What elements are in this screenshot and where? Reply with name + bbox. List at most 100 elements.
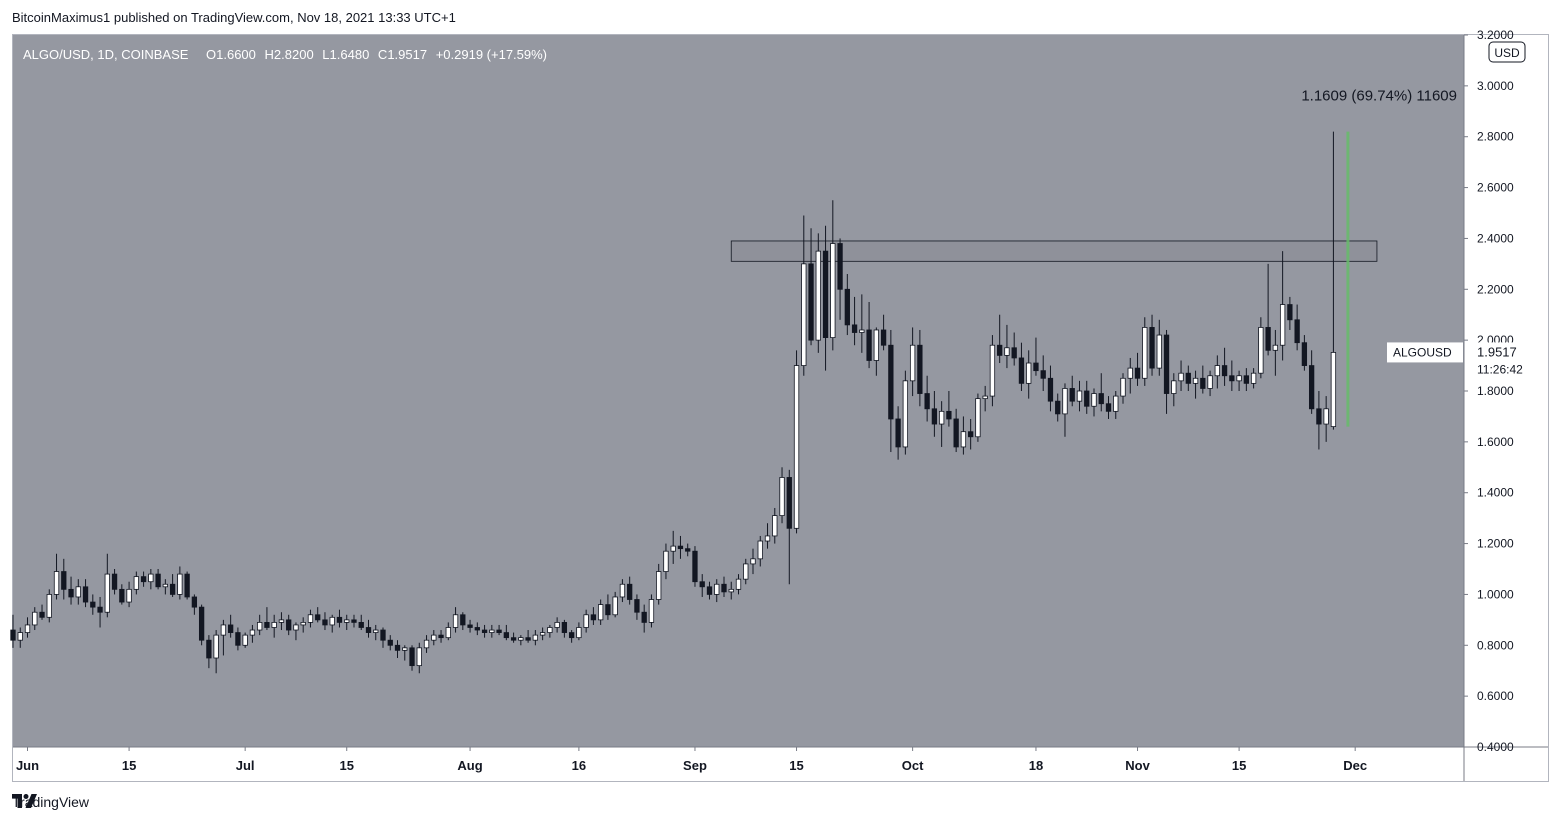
candle[interactable] bbox=[728, 581, 734, 600]
candle[interactable] bbox=[191, 594, 198, 615]
candle[interactable] bbox=[1084, 380, 1090, 414]
candle[interactable] bbox=[1055, 393, 1061, 422]
candle[interactable] bbox=[140, 571, 147, 587]
candle[interactable] bbox=[590, 607, 597, 625]
candle[interactable] bbox=[351, 614, 357, 628]
candle[interactable] bbox=[489, 624, 495, 638]
candle[interactable] bbox=[866, 302, 872, 369]
candle[interactable] bbox=[1026, 350, 1032, 399]
candle[interactable] bbox=[917, 329, 923, 407]
candle[interactable] bbox=[452, 607, 459, 633]
candle[interactable] bbox=[162, 579, 169, 595]
candle[interactable] bbox=[786, 469, 792, 585]
candle[interactable] bbox=[481, 624, 488, 638]
candle[interactable] bbox=[909, 327, 916, 397]
candle[interactable] bbox=[532, 630, 539, 646]
candle[interactable] bbox=[699, 574, 705, 597]
tradingview-footer[interactable]: TradingView bbox=[12, 794, 89, 810]
candle[interactable] bbox=[837, 238, 843, 320]
candle[interactable] bbox=[213, 630, 219, 674]
candle[interactable] bbox=[627, 576, 633, 605]
candle[interactable] bbox=[1265, 263, 1271, 356]
candle[interactable] bbox=[90, 594, 96, 615]
candle[interactable] bbox=[830, 200, 836, 351]
candle[interactable] bbox=[1301, 335, 1308, 371]
candle[interactable] bbox=[656, 563, 662, 605]
candle[interactable] bbox=[365, 619, 372, 638]
candle[interactable] bbox=[859, 294, 865, 353]
candle[interactable] bbox=[975, 393, 981, 442]
candle[interactable] bbox=[75, 579, 81, 605]
candle[interactable] bbox=[17, 627, 23, 648]
candle[interactable] bbox=[1229, 360, 1235, 391]
candle[interactable] bbox=[1330, 131, 1337, 430]
candle[interactable] bbox=[257, 614, 263, 636]
candle[interactable] bbox=[198, 604, 205, 646]
candle[interactable] bbox=[220, 619, 227, 656]
candle[interactable] bbox=[772, 507, 778, 544]
candle[interactable] bbox=[1069, 375, 1075, 407]
candle[interactable] bbox=[1033, 337, 1039, 376]
candle[interactable] bbox=[155, 569, 161, 590]
candle[interactable] bbox=[938, 401, 945, 447]
candle[interactable] bbox=[808, 228, 814, 346]
candle[interactable] bbox=[793, 350, 800, 534]
candle[interactable] bbox=[605, 594, 611, 620]
candle[interactable] bbox=[1149, 314, 1155, 376]
candle[interactable] bbox=[184, 571, 190, 600]
candle[interactable] bbox=[663, 543, 669, 580]
candle[interactable] bbox=[1287, 296, 1293, 330]
candle[interactable] bbox=[844, 274, 850, 336]
candle[interactable] bbox=[315, 607, 321, 623]
candle[interactable] bbox=[815, 233, 821, 353]
candle[interactable] bbox=[169, 574, 176, 597]
candle[interactable] bbox=[322, 612, 328, 631]
candle[interactable] bbox=[946, 391, 952, 427]
candle[interactable] bbox=[576, 622, 582, 641]
currency-badge[interactable]: USD bbox=[1488, 41, 1526, 63]
candle[interactable] bbox=[177, 566, 183, 600]
candle[interactable] bbox=[757, 535, 763, 567]
candle[interactable] bbox=[764, 523, 771, 549]
candle[interactable] bbox=[1178, 360, 1184, 391]
candle[interactable] bbox=[1272, 329, 1279, 376]
candle[interactable] bbox=[997, 314, 1003, 364]
candle[interactable] bbox=[286, 614, 292, 636]
candle[interactable] bbox=[1250, 368, 1257, 389]
candle[interactable] bbox=[1076, 380, 1083, 412]
candle[interactable] bbox=[692, 546, 698, 587]
candle[interactable] bbox=[960, 416, 967, 455]
candle[interactable] bbox=[1011, 332, 1017, 366]
candle[interactable] bbox=[648, 594, 655, 628]
last-price-marker[interactable]: ALGOUSD 1.9517 11:26:42 bbox=[1387, 342, 1541, 379]
candle[interactable] bbox=[235, 627, 241, 651]
candle[interactable] bbox=[1185, 365, 1191, 391]
candle[interactable] bbox=[503, 624, 509, 641]
candle[interactable] bbox=[1004, 324, 1010, 369]
candle[interactable] bbox=[931, 391, 938, 437]
candle[interactable] bbox=[953, 408, 959, 453]
candle[interactable] bbox=[554, 617, 560, 633]
candle[interactable] bbox=[39, 604, 45, 620]
candle[interactable] bbox=[104, 553, 110, 618]
candle[interactable] bbox=[1127, 357, 1133, 394]
candle[interactable] bbox=[358, 614, 364, 631]
candle[interactable] bbox=[1062, 383, 1068, 437]
candle[interactable] bbox=[373, 624, 379, 641]
candle[interactable] bbox=[119, 584, 125, 605]
candle[interactable] bbox=[1308, 350, 1315, 414]
candle[interactable] bbox=[32, 607, 38, 631]
candle[interactable] bbox=[271, 614, 277, 638]
candle[interactable] bbox=[924, 375, 930, 422]
candle[interactable] bbox=[547, 624, 553, 638]
candle[interactable] bbox=[880, 314, 887, 351]
candle[interactable] bbox=[851, 296, 858, 346]
candle[interactable] bbox=[714, 579, 720, 603]
candle[interactable] bbox=[1105, 396, 1112, 419]
candle[interactable] bbox=[1200, 365, 1206, 394]
candle[interactable] bbox=[1258, 317, 1264, 379]
candle[interactable] bbox=[206, 635, 212, 669]
candle[interactable] bbox=[735, 574, 742, 595]
candle[interactable] bbox=[1236, 370, 1242, 391]
